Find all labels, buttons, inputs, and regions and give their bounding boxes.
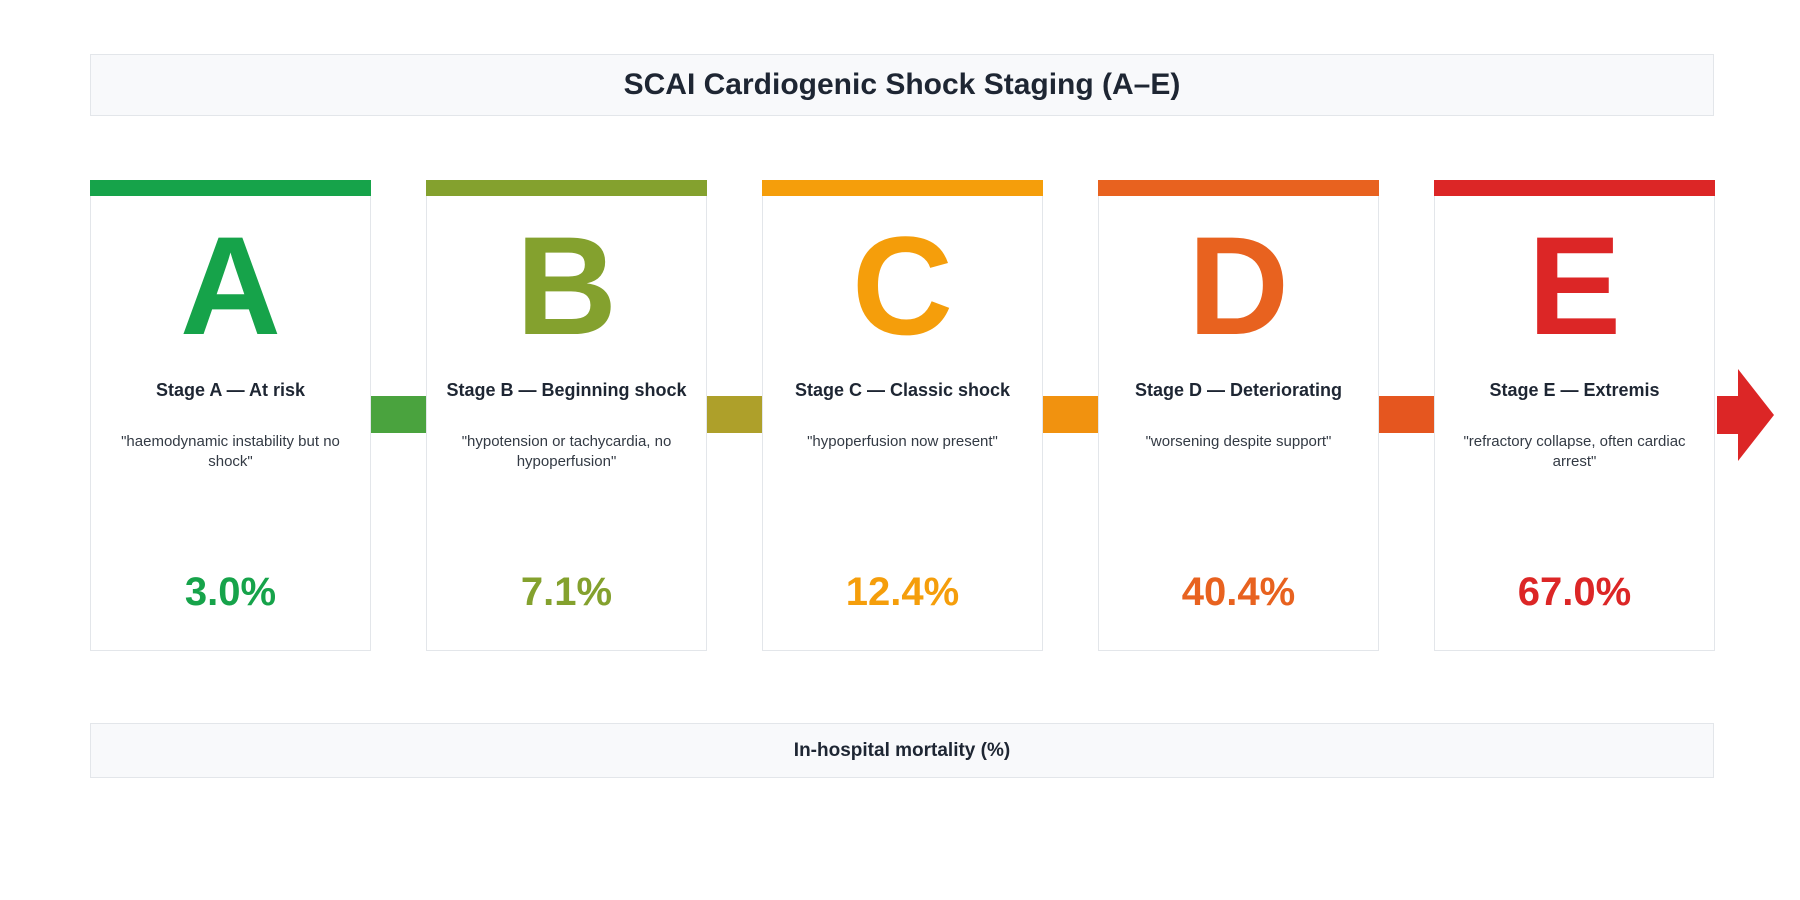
stage-description: "haemodynamic instability but no shock"	[121, 433, 340, 470]
stage-color-bar	[426, 180, 707, 196]
stage-name: Stage D — Deteriorating	[1134, 380, 1343, 400]
axis-caption: In-hospital mortality (%)	[793, 739, 1011, 761]
stage-letter: A	[179, 207, 282, 364]
stage-mortality: 67.0%	[1517, 570, 1632, 614]
stage-name: Stage A — At risk	[155, 380, 306, 400]
connector-d-e	[1379, 396, 1435, 433]
stage-name: Stage B — Beginning shock	[446, 380, 687, 400]
stage-card-a: A Stage A — At risk "haemodynamic instab…	[90, 180, 371, 651]
stage-color-bar	[1434, 180, 1715, 196]
stage-letter: C	[851, 207, 954, 364]
stage-mortality: 12.4%	[845, 570, 960, 614]
stage-color-bar	[1098, 180, 1379, 196]
stage-color-bar	[762, 180, 1043, 196]
stage-mortality: 3.0%	[184, 570, 277, 614]
footer-banner: In-hospital mortality (%)	[90, 723, 1714, 778]
stage-description: "hypotension or tachycardia, no hypoperf…	[461, 433, 672, 470]
arrow-head	[1717, 369, 1774, 461]
stage-name: Stage E — Extremis	[1489, 380, 1660, 400]
diagram-title: SCAI Cardiogenic Shock Staging (A–E)	[623, 68, 1181, 101]
stage-letter: E	[1527, 207, 1622, 364]
stage-description: "hypoperfusion now present"	[807, 433, 998, 450]
title-banner: SCAI Cardiogenic Shock Staging (A–E)	[90, 54, 1714, 116]
connector-c-d	[1043, 396, 1099, 433]
stage-card-e: E Stage E — Extremis "refractory collaps…	[1434, 180, 1715, 651]
stage-mortality: 7.1%	[520, 570, 613, 614]
stage-card-d: D Stage D — Deteriorating "worsening des…	[1098, 180, 1379, 651]
connector-a-b	[371, 396, 427, 433]
stage-name: Stage C — Classic shock	[794, 380, 1011, 400]
stage-description: "refractory collapse, often cardiac arre…	[1463, 433, 1686, 470]
stage-mortality: 40.4%	[1181, 570, 1296, 614]
stage-letter: D	[1187, 207, 1290, 364]
stage-card-b: B Stage B — Beginning shock "hypotension…	[426, 180, 707, 651]
stage-color-bar	[90, 180, 371, 196]
connector-b-c	[707, 396, 763, 433]
progression-arrow-icon	[1717, 369, 1774, 461]
stage-letter: B	[515, 207, 618, 364]
stage-card-c: C Stage C — Classic shock "hypoperfusion…	[762, 180, 1043, 651]
stage-description: "worsening despite support"	[1145, 433, 1332, 450]
